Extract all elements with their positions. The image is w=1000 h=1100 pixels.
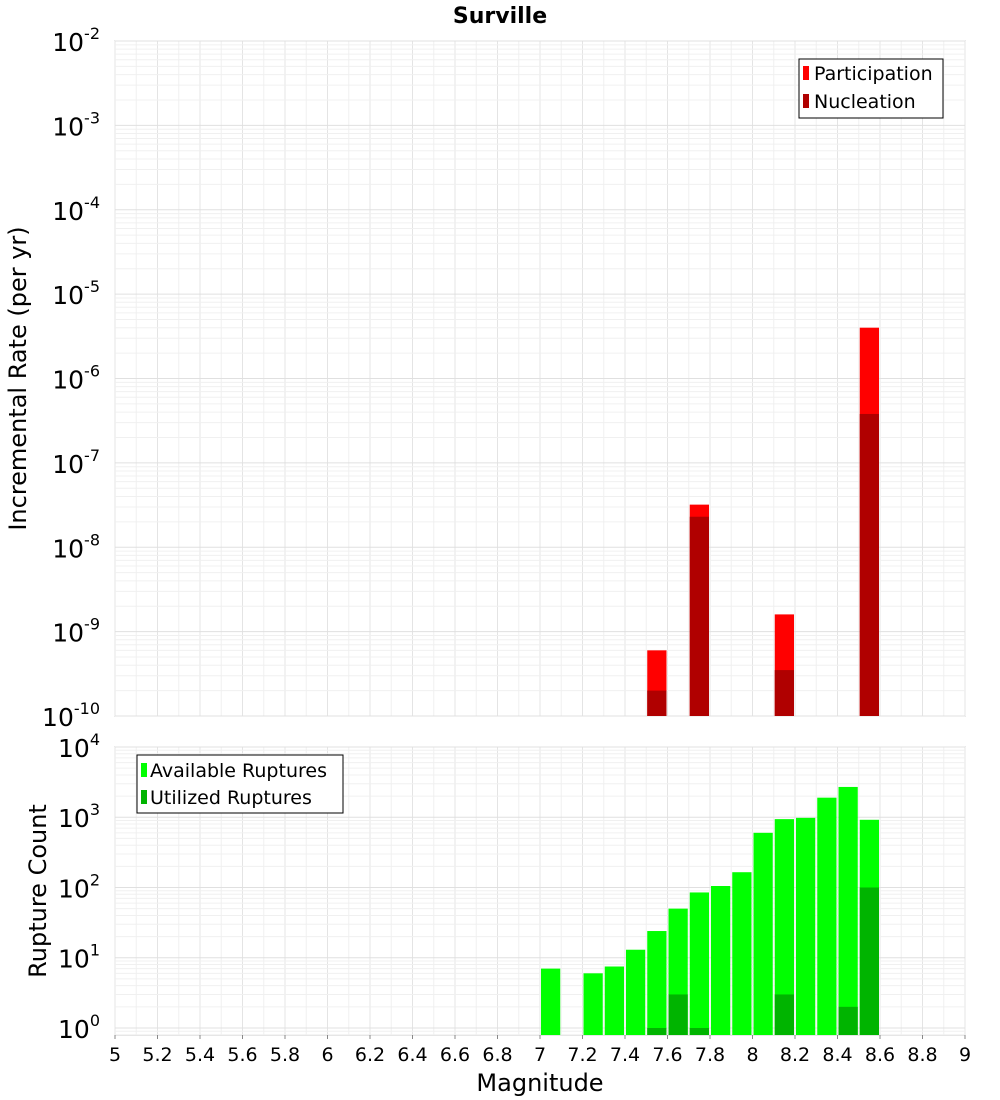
legend-label-nucleation: Nucleation <box>814 91 916 113</box>
x-tick-label: 6.2 <box>355 1044 385 1066</box>
bar-nucleation-7.55 <box>647 690 667 716</box>
x-axis-label: Magnitude <box>476 1069 603 1097</box>
bottom-y-axis-label: Rupture Count <box>24 804 52 978</box>
bottom-y-tick-label: 101 <box>58 941 100 974</box>
bottom-bars <box>541 786 879 1035</box>
bar-utilized-ruptures-7.75 <box>689 1027 709 1035</box>
legend-label-participation: Participation <box>814 63 933 85</box>
bar-available-ruptures-7.45 <box>626 949 646 1035</box>
bottom-y-tick-label: 104 <box>58 730 100 763</box>
x-tick-label: 5.8 <box>270 1044 300 1066</box>
top-y-tick-labels: 10-10 10-9 10-8 10-7 10-6 10-5 10-4 10-3 10-2 <box>42 24 100 732</box>
top-y-tick-label: 10-9 <box>52 615 100 648</box>
top-y-tick-label: 10-3 <box>52 108 100 141</box>
legend-label-utilized-ruptures: Utilized Ruptures <box>150 787 312 809</box>
chart-title: Surville <box>453 4 547 29</box>
bar-available-ruptures-7.85 <box>711 885 731 1035</box>
x-tick-label: 5.2 <box>142 1044 172 1066</box>
x-tick-label: 6.8 <box>482 1044 512 1066</box>
bar-utilized-ruptures-8.45 <box>838 1006 858 1035</box>
legend-swatch-available-ruptures <box>141 763 147 777</box>
bar-available-ruptures-8.15 <box>774 819 794 1035</box>
x-tick-label: 8 <box>746 1044 758 1066</box>
bar-utilized-ruptures-7.65 <box>668 994 688 1035</box>
x-tick-label: 6.6 <box>440 1044 470 1066</box>
x-tick-label: 8.8 <box>907 1044 937 1066</box>
bar-utilized-ruptures-8.15 <box>774 994 794 1035</box>
top-y-tick-label: 10-10 <box>42 699 100 732</box>
bar-utilized-ruptures-8.55 <box>859 887 879 1035</box>
bar-utilized-ruptures-7.55 <box>647 1027 667 1035</box>
bar-available-ruptures-8.05 <box>753 832 773 1035</box>
x-tick-label: 9 <box>959 1044 971 1066</box>
bar-available-ruptures-8.25 <box>796 817 816 1035</box>
x-tick-label: 5.6 <box>227 1044 257 1066</box>
bar-available-ruptures-8.35 <box>817 797 837 1035</box>
x-tick-label: 8.2 <box>780 1044 810 1066</box>
bar-nucleation-7.75 <box>689 516 709 716</box>
x-tick-label: 7 <box>534 1044 546 1066</box>
top-gridlines <box>114 40 966 717</box>
top-y-tick-label: 10-7 <box>52 446 100 479</box>
legend-swatch-nucleation <box>803 94 809 108</box>
x-tick-label: 8.4 <box>822 1044 852 1066</box>
bar-available-ruptures-7.05 <box>541 968 561 1035</box>
x-tick-labels: 5 5.2 5.4 5.6 5.8 6 6.2 6.4 6.6 6.8 7 7.2 7.4 7.6 7.8 8… <box>109 1035 971 1066</box>
top-y-tick-label: 10-6 <box>52 362 100 395</box>
top-bars <box>647 327 879 716</box>
x-tick-label: 7.8 <box>695 1044 725 1066</box>
x-tick-label: 7.2 <box>567 1044 597 1066</box>
x-tick-label: 8.6 <box>865 1044 895 1066</box>
x-tick-label: 6.4 <box>397 1044 427 1066</box>
bottom-legend-box <box>136 754 344 814</box>
top-plot: 10-10 10-9 10-8 10-7 10-6 10-5 10-4 10-3 10-2 In… <box>4 24 966 732</box>
bottom-y-tick-label: 100 <box>58 1011 100 1044</box>
bar-available-ruptures-7.25 <box>583 973 603 1035</box>
bar-nucleation-8.15 <box>774 670 794 716</box>
bottom-y-tick-labels: 100 101 102 103 104 <box>58 730 100 1044</box>
bar-nucleation-8.55 <box>859 413 879 716</box>
x-tick-label: 5 <box>109 1044 121 1066</box>
bottom-legend: Available Ruptures Utilized Ruptures <box>136 754 344 814</box>
bar-available-ruptures-7.75 <box>689 892 709 1035</box>
legend-swatch-participation <box>803 66 809 80</box>
bar-available-ruptures-7.35 <box>604 966 624 1035</box>
x-tick-label: 6 <box>321 1044 333 1066</box>
legend-label-available-ruptures: Available Ruptures <box>150 760 327 782</box>
x-tick-label: 5.4 <box>185 1044 215 1066</box>
x-tick-label: 7.6 <box>652 1044 682 1066</box>
bottom-plot: 100 101 102 103 104 5 5.2 5.4 5.6 5.8 6 6.2 6.4 6.6 6… <box>24 730 971 1097</box>
top-y-axis-label: Incremental Rate (per yr) <box>4 226 32 530</box>
top-legend-box <box>798 58 944 119</box>
bar-available-ruptures-7.95 <box>732 872 752 1035</box>
legend-swatch-utilized-ruptures <box>141 790 147 804</box>
top-y-tick-label: 10-5 <box>52 277 100 310</box>
bar-available-ruptures-7.55 <box>647 931 667 1035</box>
top-y-tick-label: 10-2 <box>52 24 100 57</box>
top-legend: Participation Nucleation <box>798 58 944 119</box>
bar-available-ruptures-8.45 <box>838 786 858 1035</box>
bottom-y-tick-label: 102 <box>58 870 100 903</box>
top-y-tick-label: 10-8 <box>52 530 100 563</box>
x-tick-label: 7.4 <box>610 1044 640 1066</box>
top-y-tick-label: 10-4 <box>52 193 100 226</box>
bottom-y-tick-label: 103 <box>58 800 100 833</box>
